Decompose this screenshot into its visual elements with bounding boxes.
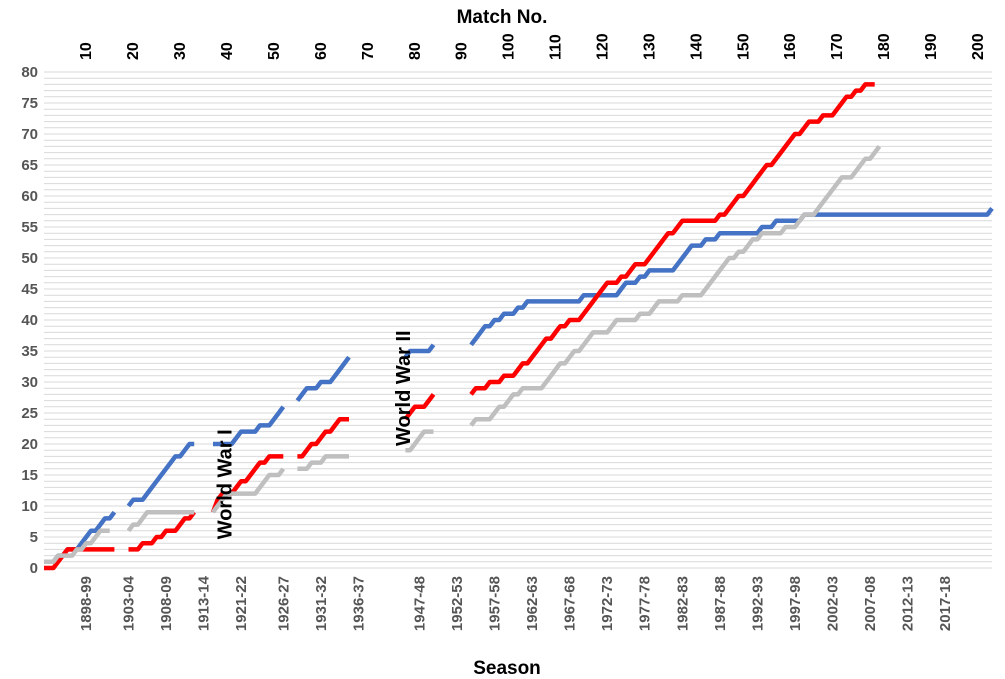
series-1-segment	[469, 207, 994, 347]
y-tick-label: 20	[21, 436, 38, 453]
y-tick-label: 25	[21, 405, 38, 422]
season-tick-label: 1936-37	[350, 576, 367, 631]
series-2-segment	[297, 416, 349, 459]
season-tick-label: 1962-63	[524, 576, 541, 631]
match-tick-label: 100	[501, 33, 518, 60]
series-1-segment	[213, 405, 286, 447]
series-3-segment	[126, 509, 195, 533]
season-tick-label: 1898-99	[78, 576, 95, 631]
y-tick-label: 50	[21, 250, 38, 267]
series-lines	[44, 82, 994, 571]
x-axis-title: Season	[473, 658, 541, 679]
season-tick-label: 2017-18	[937, 576, 954, 631]
series-2-segment	[128, 510, 196, 552]
season-tick-label: 1957-58	[487, 576, 504, 631]
match-tick-label: 20	[125, 42, 142, 60]
season-tick-label: 1977-78	[637, 576, 654, 631]
match-tick-label: 130	[641, 33, 658, 60]
series-1-segment	[403, 343, 436, 359]
y-tick-label: 60	[21, 188, 38, 205]
season-tick-label: 2002-03	[824, 576, 841, 631]
series-3-segment	[211, 467, 286, 514]
season-tick-label: 1931-32	[313, 576, 330, 631]
match-tick-label: 200	[970, 33, 987, 60]
season-tick-label: 1903-04	[120, 575, 137, 631]
y-tick-label: 70	[21, 126, 38, 143]
match-tick-label: 120	[594, 33, 611, 60]
annotations: World War I World War II	[215, 330, 415, 539]
season-tick-label: 1997-98	[787, 576, 804, 631]
series-2-segment	[210, 454, 284, 513]
match-tick-label: 40	[219, 42, 236, 60]
y-tick-label: 5	[30, 529, 38, 546]
match-tick-label: 50	[266, 42, 283, 60]
season-axis-ticks: 1898-99 1903-04 1908-09 1913-14 1921-22 1926-…	[78, 575, 954, 631]
match-tick-label: 140	[688, 33, 705, 60]
series-2-segment	[403, 393, 436, 421]
match-tick-label: 90	[454, 42, 471, 60]
y-tick-label: 15	[21, 467, 38, 484]
y-tick-label: 35	[21, 343, 38, 360]
y-tick-label: 55	[21, 219, 38, 236]
season-tick-label: 1947-48	[411, 576, 428, 631]
annotation-label: World War I	[215, 429, 237, 539]
series-3-segment	[297, 454, 349, 472]
y-tick-label: 10	[21, 498, 38, 515]
match-tick-label: 170	[829, 33, 846, 60]
match-tick-label: 30	[172, 42, 189, 60]
season-tick-label: 1913-14	[196, 575, 213, 631]
series-3-segment	[405, 429, 434, 453]
series-3-segment	[469, 145, 882, 427]
season-tick-label: 1908-09	[158, 576, 175, 631]
match-tick-label: 150	[735, 33, 752, 60]
top-axis-title: Match No.	[457, 7, 548, 28]
match-tick-label: 110	[548, 34, 565, 60]
season-tick-label: 1921-22	[233, 576, 250, 631]
match-tick-label: 70	[360, 42, 377, 60]
match-tick-label: 60	[313, 42, 330, 60]
y-tick-label: 75	[21, 95, 38, 112]
series-3-segment	[44, 528, 110, 565]
y-tick-label: 45	[21, 281, 38, 298]
season-tick-label: 1992-93	[749, 576, 766, 631]
season-tick-label: 2007-08	[862, 576, 879, 631]
grid-lines	[44, 71, 992, 569]
season-tick-label: 1987-88	[712, 576, 729, 631]
match-tick-label: 80	[407, 42, 424, 60]
match-tick-label: 190	[923, 33, 940, 60]
series-1-segment	[295, 355, 351, 402]
series-2-segment	[469, 82, 875, 396]
season-tick-label: 1952-53	[449, 576, 466, 631]
y-tick-label: 80	[21, 64, 38, 81]
match-tick-label: 160	[782, 33, 799, 60]
annotation-label: World War II	[393, 330, 415, 446]
top-axis-ticks: 10 20 30 40 50 60 70 80 90 100 110 120 130 140 150 160 1…	[78, 33, 987, 60]
match-tick-label: 180	[876, 33, 893, 60]
y-tick-label: 30	[21, 374, 38, 391]
series-1-segment	[126, 441, 195, 508]
season-tick-label: 2012-13	[900, 576, 917, 631]
season-tick-label: 1926-27	[275, 576, 292, 631]
y-axis-ticks: 0 5 10 15 20 25 30 35 40 45 50 55 60 65 70 75 80	[21, 64, 38, 577]
y-tick-label: 65	[21, 157, 38, 174]
season-tick-label: 1967-68	[562, 576, 579, 631]
y-tick-label: 0	[30, 560, 38, 577]
season-tick-label: 1972-73	[599, 576, 616, 631]
season-tick-label: 1982-83	[674, 576, 691, 631]
match-tick-label: 10	[78, 42, 95, 60]
y-tick-label: 40	[21, 312, 38, 329]
